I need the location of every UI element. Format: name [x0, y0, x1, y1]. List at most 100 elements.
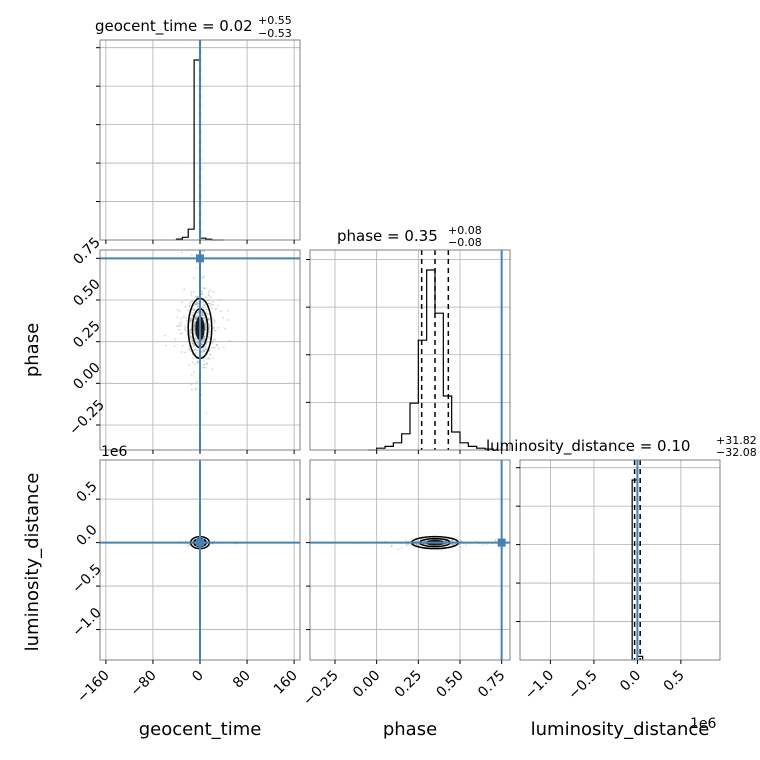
panel-phase-vs-geocent-time-sample-point — [205, 321, 207, 324]
y-phase-ytick-label-0: −0.25 — [66, 397, 108, 439]
panel-phase-vs-geocent-time-sample-point — [195, 300, 198, 303]
panel-phase-vs-geocent-time-sample-point — [203, 349, 205, 352]
y-phase-ytick-label-2: 0.25 — [70, 318, 103, 351]
panel-phase-vs-geocent-time-sample-point — [201, 343, 204, 346]
panel-phase-vs-geocent-time-sample-point — [193, 277, 195, 279]
panel-phase-vs-geocent-time-sample-point — [207, 295, 210, 297]
panel-phase-vs-geocent-time-sample-point — [189, 302, 192, 305]
panel-luminosity-distance-vs-phase-sample-point — [424, 543, 427, 546]
panel-phase-vs-geocent-time-sample-point — [188, 328, 191, 331]
panel-phase-vs-geocent-time-sample-point — [203, 337, 206, 340]
panel-phase-vs-geocent-time-sample-point — [205, 328, 208, 331]
panel-phase-vs-geocent-time-sample-point — [205, 296, 208, 298]
panel-phase-vs-geocent-time-sample-point — [195, 318, 198, 321]
panel-phase-vs-geocent-time-sample-point — [195, 388, 197, 391]
panel-phase-vs-geocent-time-sample-point — [190, 301, 192, 303]
panel-phase-vs-geocent-time-sample-point — [204, 303, 206, 306]
panel-phase-vs-geocent-time-sample-point — [190, 374, 193, 376]
panel-phase-vs-geocent-time-sample-point — [190, 294, 193, 296]
panel-phase-vs-geocent-time-sample-point — [189, 321, 192, 323]
panel-phase-vs-geocent-time-sample-point — [194, 333, 197, 336]
x-geocent-time-xtick-label-4: 160 — [271, 668, 301, 698]
panel-phase-vs-geocent-time-sample-point — [202, 276, 205, 279]
y-luminosity-distance-ytick-label-0: −1.0 — [69, 605, 104, 640]
panel-phase-vs-geocent-time-sample-point — [202, 314, 205, 317]
panel-phase-vs-geocent-time-sample-point — [195, 317, 198, 320]
panel-phase-vs-geocent-time-sample-point — [196, 302, 199, 305]
panel-phase-vs-geocent-time-sample-point — [206, 300, 208, 302]
panel-luminosity-distance-vs-phase-sample-point — [465, 544, 467, 547]
panel-phase-vs-geocent-time-sample-point — [208, 327, 210, 330]
panel-phase-vs-geocent-time-sample-point — [202, 286, 205, 289]
panel-phase-vs-geocent-time-sample-point — [189, 336, 192, 338]
panel-phase-vs-geocent-time-sample-point — [204, 322, 207, 325]
panel-luminosity-distance-vs-phase-sample-point — [390, 545, 393, 548]
panel-phase-vs-geocent-time-sample-point — [201, 313, 203, 315]
panel-phase-vs-geocent-time-sample-point — [202, 301, 205, 304]
panel-phase-vs-geocent-time-sample-point — [184, 327, 187, 329]
panel-phase-vs-geocent-time-sample-point — [208, 304, 211, 307]
panel-phase-vs-geocent-time-sample-point — [193, 349, 196, 351]
y-luminosity-distance-ytick-label-2: 0.0 — [74, 522, 101, 549]
panel-luminosity-distance-vs-geocent-time-sample-point — [213, 540, 216, 542]
x-geocent-time-xtick-label-2: 0 — [189, 668, 207, 686]
offset-label-luminosity-distance-y: 1e6 — [101, 444, 128, 460]
panel-phase-vs-geocent-time-sample-point — [190, 291, 192, 294]
panel-phase-vs-geocent-time-sample-point — [204, 347, 207, 349]
panel-phase-vs-geocent-time-sample-point — [200, 342, 203, 345]
panel-phase-vs-geocent-time-sample-point — [204, 318, 207, 321]
panel-phase-vs-geocent-time-sample-point — [208, 358, 211, 361]
panel-phase-vs-geocent-time-sample-point — [195, 296, 198, 299]
panel-phase-vs-geocent-time-sample-point — [196, 362, 199, 365]
panel-phase-vs-geocent-time-sample-point — [202, 304, 205, 306]
panel-phase-vs-geocent-time-sample-point — [208, 299, 210, 302]
panel-phase-vs-geocent-time-sample-point — [192, 290, 195, 293]
panel-phase-vs-geocent-time-sample-point — [163, 334, 166, 337]
panel-phase-vs-geocent-time-sample-point — [194, 348, 196, 351]
panel-phase-vs-geocent-time-sample-point — [181, 344, 184, 347]
x-luminosity-distance-xtick-label-1: −0.5 — [565, 668, 600, 703]
panel-phase-vs-geocent-time-sample-point — [202, 339, 204, 341]
panel-phase-vs-geocent-time-sample-point — [191, 342, 194, 345]
ylabel-luminosity-distance: luminosity_distance — [22, 473, 43, 652]
panel-phase-vs-geocent-time-sample-point — [187, 309, 190, 311]
panel-phase-vs-geocent-time-sample-point — [187, 348, 190, 350]
panel-phase-vs-geocent-time-sample-point — [180, 351, 183, 353]
panel-phase-vs-geocent-time-sample-point — [203, 335, 206, 338]
panel-phase-vs-geocent-time-sample-point — [194, 317, 197, 320]
x-geocent-time-xtick-label-1: −80 — [128, 668, 160, 700]
panel-phase-vs-geocent-time-sample-point — [193, 308, 196, 311]
panel-luminosity-distance-vs-phase-sample-point — [415, 543, 418, 546]
panel-phase-vs-geocent-time-sample-point — [178, 322, 181, 325]
title-luminosity-distance: luminosity_distance = 0.10 — [486, 437, 690, 456]
panel-phase-vs-geocent-time-sample-point — [189, 332, 192, 334]
panel-luminosity-distance-vs-phase-sample-point — [415, 543, 418, 546]
panel-phase-vs-geocent-time-sample-point — [201, 250, 203, 252]
panel-phase-vs-geocent-time-sample-point — [202, 348, 205, 350]
panel-phase-vs-geocent-time-sample-point — [195, 317, 198, 319]
panel-phase-vs-geocent-time-sample-point — [179, 332, 182, 335]
panel-phase-vs-geocent-time-sample-point — [193, 324, 195, 327]
panel-phase-vs-geocent-time-sample-point — [201, 340, 204, 343]
panel-phase-vs-geocent-time-sample-point — [212, 346, 214, 349]
panel-phase-vs-geocent-time-sample-point — [217, 327, 220, 329]
panel-phase-vs-geocent-time-sample-point — [184, 305, 187, 308]
panel-phase-vs-geocent-time-sample-point — [204, 345, 207, 348]
panel-phase-vs-geocent-time-sample-point — [190, 318, 193, 320]
panel-luminosity-distance-vs-phase-sample-point — [405, 545, 408, 547]
title-phase-sub: −0.08 — [448, 236, 482, 249]
panel-phase-vs-geocent-time-sample-point — [192, 361, 194, 364]
panel-luminosity-distance-vs-phase-sample-point — [407, 543, 410, 546]
panel-phase-vs-geocent-time-sample-point — [190, 253, 193, 256]
panel-phase-vs-geocent-time-sample-point — [195, 338, 198, 341]
panel-phase-vs-geocent-time-sample-point — [204, 328, 207, 331]
panel-luminosity-distance-vs-phase-sample-point — [481, 544, 484, 547]
x-phase-xtick-label-1: 0.00 — [350, 668, 383, 701]
panel-phase-vs-geocent-time-sample-point — [203, 317, 206, 319]
panel-luminosity-distance-vs-phase-sample-point — [440, 548, 443, 551]
panel-phase-vs-geocent-time-sample-point — [180, 324, 183, 327]
panel-phase-vs-geocent-time-sample-point — [200, 314, 203, 317]
panel-phase-vs-geocent-time-sample-point — [224, 327, 226, 330]
panel-phase-vs-geocent-time-sample-point — [191, 311, 194, 314]
panel-luminosity-distance-vs-phase-sample-point — [451, 544, 454, 546]
